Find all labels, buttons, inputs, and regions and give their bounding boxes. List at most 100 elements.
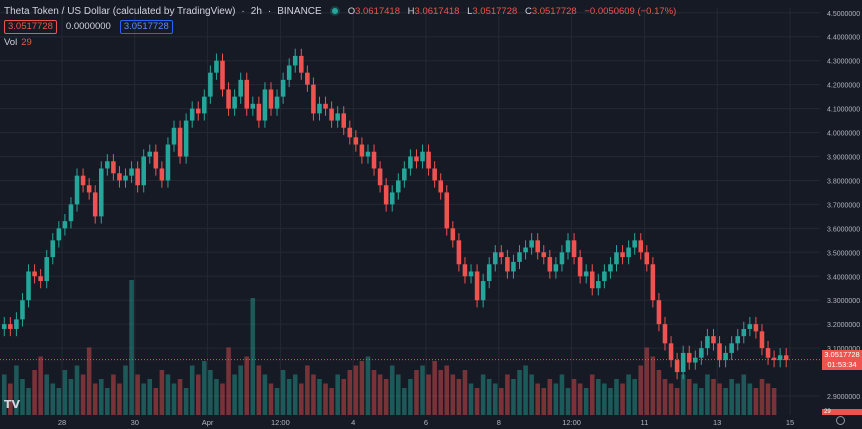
volume-bar <box>426 374 431 415</box>
volume-bar <box>2 374 7 415</box>
candle-body <box>111 161 116 174</box>
candle-body <box>56 228 62 241</box>
volume-bar <box>268 383 274 415</box>
volume-bar <box>165 374 171 415</box>
candle-body <box>656 300 662 325</box>
volume-bar <box>420 365 425 415</box>
candle-body <box>226 89 231 109</box>
volume-bar <box>14 365 19 415</box>
price-tick-label: 3.8000000 <box>827 178 860 185</box>
volume-bar <box>341 379 347 415</box>
candle-body <box>68 204 74 222</box>
candle-body <box>353 137 359 145</box>
volume-bar <box>414 370 419 415</box>
candle-body <box>638 240 644 253</box>
candle-body <box>389 192 395 205</box>
candle-body <box>123 175 128 181</box>
candle-body <box>220 60 225 90</box>
price-tick-label: 4.1000000 <box>827 107 860 114</box>
candle-body <box>268 89 274 109</box>
candle-body <box>8 324 13 329</box>
volume-bar <box>183 388 189 415</box>
volume-legend[interactable]: Vol 29 <box>4 37 32 48</box>
exchange-label: BINANCE <box>277 5 322 17</box>
market-status-icon[interactable] <box>331 8 338 14</box>
ask-price-box[interactable]: 3.0517728 <box>119 20 173 34</box>
candle-body <box>583 271 589 277</box>
symbol-title[interactable]: Theta Token / US Dollar (calculated by T… <box>4 5 236 17</box>
header-separator: · <box>241 5 245 17</box>
time-tick-label: 15 <box>786 418 794 427</box>
volume-bar <box>129 280 134 415</box>
candle-body <box>292 55 298 66</box>
volume-bar <box>559 374 565 415</box>
price-tick-label: 3.6000000 <box>827 226 860 233</box>
volume-bar <box>450 374 456 415</box>
candle-body <box>438 180 443 193</box>
time-tick-label: 8 <box>497 418 501 427</box>
price-tick-label: 3.2000000 <box>827 322 860 329</box>
volume-bar <box>365 356 371 415</box>
candle-body <box>141 156 146 186</box>
interval-label[interactable]: 2h <box>250 5 262 17</box>
volume-bar <box>699 388 704 415</box>
settings-gear-icon[interactable] <box>836 416 845 425</box>
candle-body <box>50 240 56 258</box>
volume-value: 29 <box>21 37 32 48</box>
price-tick-label: 3.4000000 <box>827 274 860 281</box>
bid-price-box[interactable]: 3.0517728 <box>4 20 57 34</box>
candle-body <box>135 168 140 186</box>
candle-body <box>317 103 322 114</box>
volume-bar <box>565 388 571 415</box>
candle-body <box>408 156 413 169</box>
candle-body <box>2 324 7 329</box>
candle-body <box>462 264 468 277</box>
tradingview-logo[interactable]: TV <box>4 398 21 411</box>
price-tick-label: 3.1000000 <box>827 346 860 353</box>
volume-bar <box>250 298 256 415</box>
candle-body <box>480 281 486 301</box>
volume-tag: 29 <box>822 409 862 415</box>
ohlc-open-value: 3.0617418 <box>355 5 400 17</box>
price-tick-label: 3.3000000 <box>827 298 860 305</box>
candle-body <box>365 151 371 157</box>
candle-body <box>262 89 268 121</box>
volume-bar <box>747 383 753 415</box>
candle-body <box>705 336 710 349</box>
volume-bar <box>468 383 474 415</box>
candle-body <box>668 343 674 361</box>
volume-bar <box>705 374 710 415</box>
volume-bar <box>486 379 492 415</box>
volume-bar <box>74 365 80 415</box>
candle-body <box>359 144 365 157</box>
volume-bar <box>8 383 13 415</box>
time-tick-label: 4 <box>351 418 355 427</box>
candle-body <box>771 357 777 361</box>
candle-body <box>105 161 110 169</box>
volume-bar <box>626 374 631 415</box>
candle-body <box>280 79 286 97</box>
candle-body <box>662 324 668 344</box>
candle-body <box>323 103 328 109</box>
ohlc-low-value: 3.0517728 <box>472 5 518 17</box>
volume-bar <box>147 379 153 415</box>
candle-body <box>250 103 256 109</box>
candle-body <box>747 324 753 329</box>
volume-bar <box>135 374 140 415</box>
candle-body <box>680 352 686 373</box>
candle-body <box>468 271 474 277</box>
ohlc-close-value: 3.0517728 <box>531 5 577 17</box>
candle-body <box>402 168 407 181</box>
volume-bar <box>171 383 177 415</box>
volume-bar <box>547 379 553 415</box>
volume-bar <box>553 383 559 415</box>
candle-body <box>98 168 104 217</box>
volume-bar <box>86 347 92 415</box>
price-tick-label: 3.9000000 <box>827 155 860 162</box>
time-tick-label: 28 <box>58 418 66 427</box>
candle-body <box>723 352 728 361</box>
volume-bar <box>208 370 213 415</box>
volume-bar <box>80 374 86 415</box>
candle-body <box>759 331 765 349</box>
